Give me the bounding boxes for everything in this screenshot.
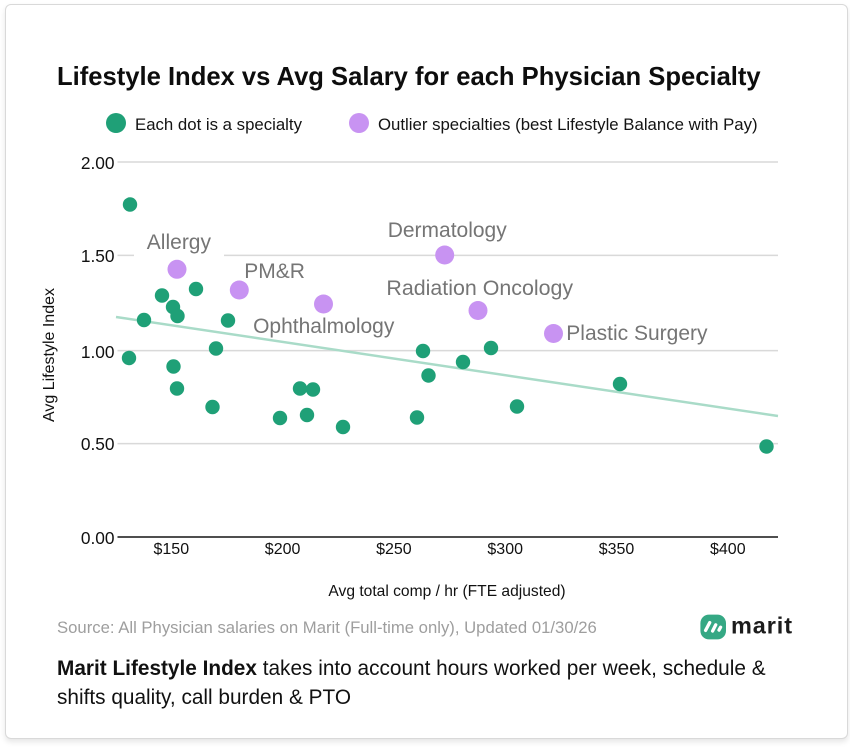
svg-text:marit: marit (731, 613, 793, 639)
